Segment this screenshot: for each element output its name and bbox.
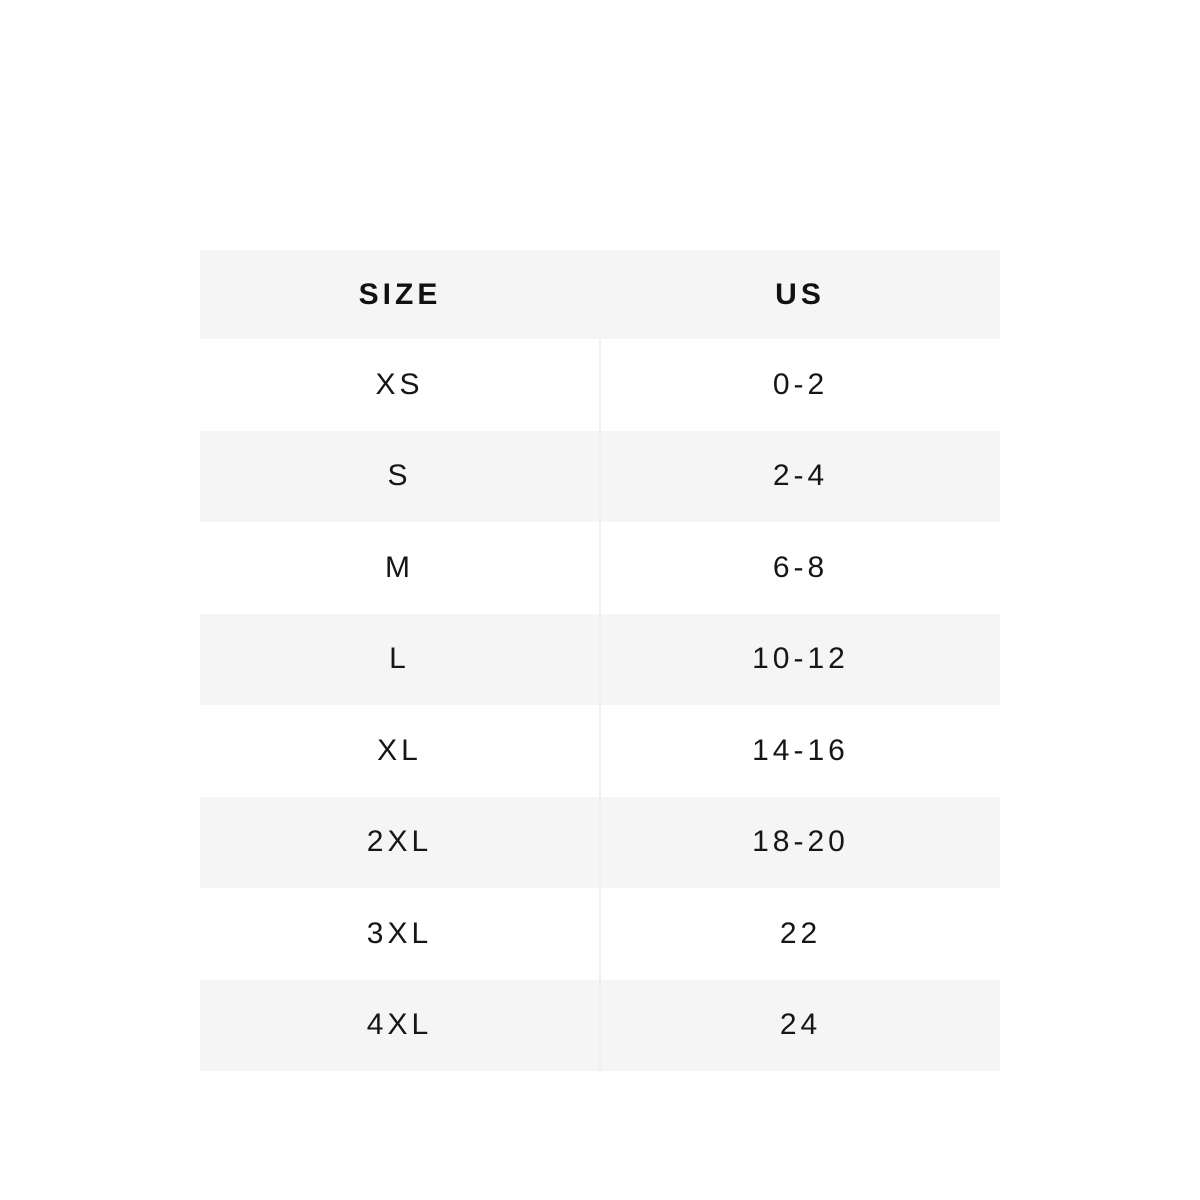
size-cell: L xyxy=(200,613,600,705)
table-row: XL 14-16 xyxy=(200,705,1000,797)
size-cell: XS xyxy=(200,339,600,431)
column-header-us: US xyxy=(600,250,1000,339)
table-row: XS 0-2 xyxy=(200,339,1000,431)
header-row: SIZE US xyxy=(200,250,1000,339)
column-header-size: SIZE xyxy=(200,250,600,339)
table-row: 3XL 22 xyxy=(200,888,1000,980)
table-row: L 10-12 xyxy=(200,613,1000,705)
table-row: 2XL 18-20 xyxy=(200,796,1000,888)
table-row: M 6-8 xyxy=(200,522,1000,614)
size-cell: 4XL xyxy=(200,979,600,1071)
size-cell: M xyxy=(200,522,600,614)
us-cell: 2-4 xyxy=(599,430,1000,522)
us-cell: 10-12 xyxy=(599,613,1000,705)
us-cell: 18-20 xyxy=(599,796,1000,888)
us-cell: 6-8 xyxy=(599,522,1000,614)
size-cell: XL xyxy=(200,705,600,797)
us-cell: 14-16 xyxy=(599,705,1000,797)
table-row: 4XL 24 xyxy=(200,979,1000,1071)
size-cell: S xyxy=(200,430,600,522)
us-cell: 0-2 xyxy=(599,339,1000,431)
size-cell: 3XL xyxy=(200,888,600,980)
size-cell: 2XL xyxy=(200,796,600,888)
size-chart-table: SIZE US XS 0-2 S 2-4 M 6-8 L 10-12 XL 14… xyxy=(200,250,1000,1071)
us-cell: 24 xyxy=(599,979,1000,1071)
us-cell: 22 xyxy=(599,888,1000,980)
table-row: S 2-4 xyxy=(200,430,1000,522)
